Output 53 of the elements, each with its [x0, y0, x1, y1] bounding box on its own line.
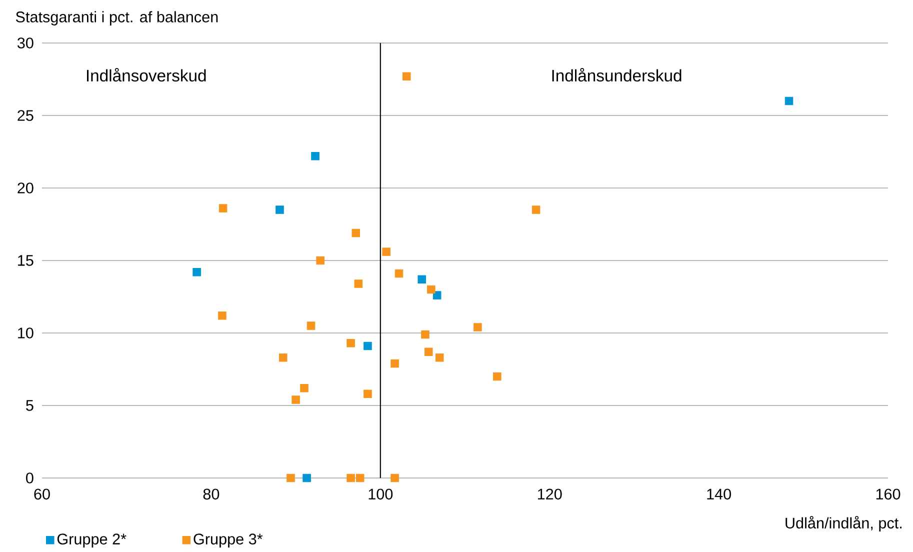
- x-tick-label: 80: [203, 488, 220, 500]
- point: [292, 396, 300, 404]
- y-tick-label: 20: [18, 182, 34, 194]
- point: [474, 323, 482, 332]
- point: [424, 348, 433, 356]
- point: [394, 269, 404, 278]
- point: [421, 330, 430, 339]
- point: [300, 384, 308, 392]
- point: [311, 152, 320, 160]
- x-tick-label: 160: [876, 488, 900, 500]
- legend-label: Gruppe 2*: [57, 534, 126, 548]
- point: [493, 372, 502, 381]
- point: [435, 354, 444, 362]
- y-tick-label: 30: [17, 38, 34, 48]
- point: [316, 256, 324, 265]
- legend-label: Gruppe 3*: [194, 534, 263, 548]
- point: [418, 275, 426, 284]
- y-tick-label: 0: [26, 472, 34, 484]
- point: [427, 285, 436, 294]
- point: [218, 204, 228, 212]
- y-tick-label: 5: [26, 400, 34, 411]
- y-tick-label: 10: [18, 328, 34, 338]
- point: [306, 322, 316, 330]
- point: [356, 474, 364, 482]
- x-tick-label: 140: [707, 488, 731, 500]
- x-tick-label: 60: [34, 488, 50, 500]
- point: [402, 72, 411, 80]
- point: [432, 291, 442, 300]
- point: [302, 474, 311, 482]
- y-tick-label: 15: [18, 255, 34, 266]
- x-axis-title: Udlån/indlån, pct.: [786, 516, 902, 532]
- x-tick-label: 100: [368, 488, 393, 500]
- y-tick-label: 25: [18, 110, 34, 121]
- point: [532, 206, 540, 214]
- annotation: Indlånsunderskud: [552, 68, 682, 82]
- point: [382, 248, 390, 256]
- point: [346, 339, 355, 348]
- point: [784, 96, 794, 106]
- x-tick-label: 120: [538, 488, 562, 500]
- point: [364, 342, 372, 350]
- point: [278, 354, 288, 362]
- annotation: Indlånsoverskud: [86, 68, 206, 82]
- y-axis-title: Statsgaranti i pct. af balancen: [16, 11, 218, 26]
- point: [354, 280, 363, 288]
- point: [364, 390, 372, 398]
- point: [346, 474, 355, 482]
- point: [390, 359, 399, 368]
- point: [276, 206, 284, 214]
- point: [286, 474, 295, 482]
- point: [390, 474, 399, 482]
- point: [192, 268, 201, 276]
- point: [218, 311, 226, 320]
- point: [352, 228, 360, 238]
